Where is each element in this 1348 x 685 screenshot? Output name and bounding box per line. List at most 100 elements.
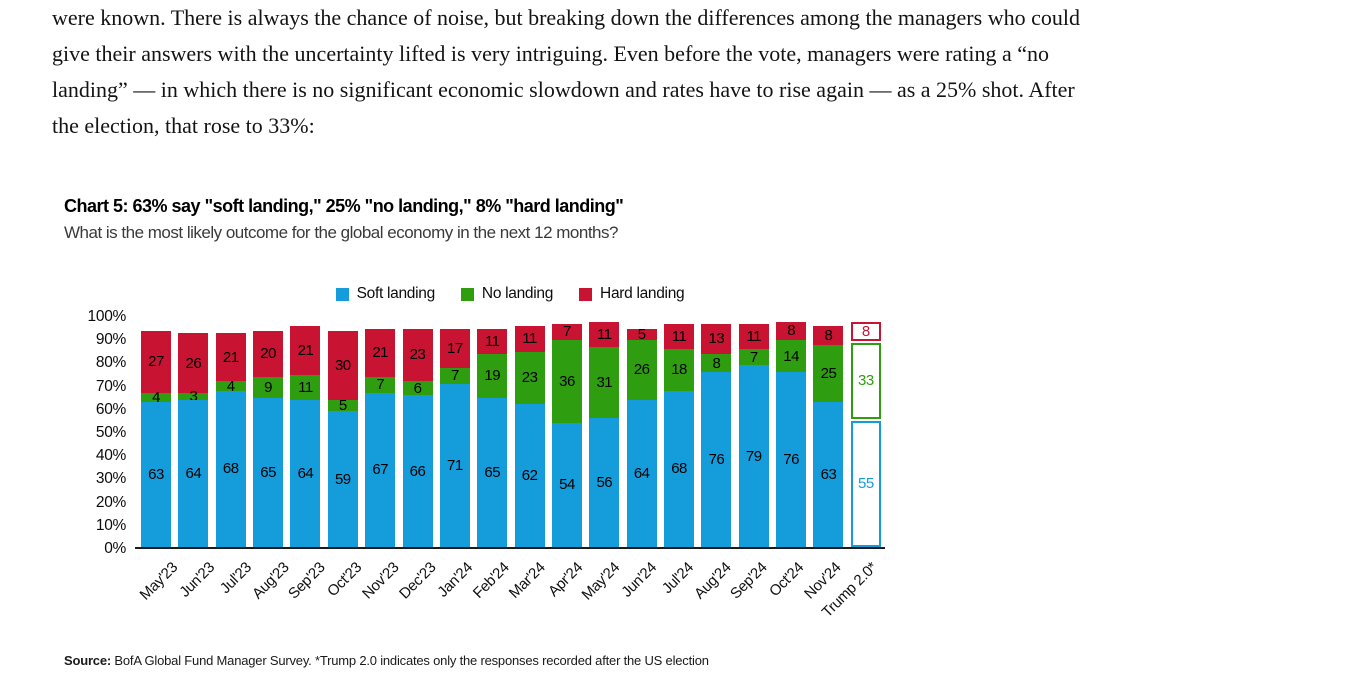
segment-value-label: 17 <box>447 339 463 357</box>
x-axis-label: Feb'24 <box>470 559 514 602</box>
x-axis-label: Jun'24 <box>618 559 661 601</box>
segment-hard-landing: 13 <box>701 323 732 354</box>
intro-line: were known. There is always the chance o… <box>52 5 1080 30</box>
segment-soft-landing: 62 <box>514 404 545 547</box>
segment-soft-landing: 66 <box>402 395 433 547</box>
segment-value-label: 54 <box>559 476 575 494</box>
source-label: Source: <box>64 653 112 668</box>
segment-value-label: 7 <box>563 323 571 341</box>
intro-line: the election, that rose to 33%: <box>52 113 315 138</box>
segment-hard-landing: 26 <box>178 333 209 393</box>
legend-item-soft-landing: Soft landing <box>335 285 435 303</box>
segment-value-label: 68 <box>222 460 239 478</box>
segment-no-landing: 36 <box>551 340 582 423</box>
legend-swatch <box>460 287 474 301</box>
segment-value-label: 63 <box>148 466 164 484</box>
segment-hard-landing: 17 <box>439 328 470 368</box>
segment-value-label: 62 <box>521 467 538 485</box>
segment-value-label: 21 <box>297 341 314 359</box>
segment-value-label: 23 <box>521 369 538 387</box>
segment-soft-landing: 63 <box>813 402 844 547</box>
segment-no-landing: 18 <box>664 349 695 391</box>
segment-value-label: 5 <box>637 325 646 343</box>
segment-no-landing: 23 <box>514 351 545 405</box>
bar-jun-23: 26 3 64 <box>178 333 209 547</box>
bar-jan-24: 17 7 71 <box>439 328 470 547</box>
segment-soft-landing: 76 <box>776 372 807 547</box>
legend-label: No landing <box>481 285 554 302</box>
segment-no-landing: 3 <box>178 389 209 404</box>
bar-dec-23: 23 6 66 <box>402 328 433 547</box>
segment-hard-landing: 21 <box>365 328 396 377</box>
segment-value-label: 5 <box>338 397 347 415</box>
x-axis-label: Dec'23 <box>395 559 440 603</box>
segment-soft-landing: 63 <box>141 402 171 547</box>
legend-item-no-landing: No landing <box>460 285 554 303</box>
segment-value-label: 23 <box>409 346 426 364</box>
segment-no-landing: 25 <box>813 344 844 403</box>
x-axis-label: Jun'23 <box>176 559 219 601</box>
x-axis-label: May'23 <box>136 559 182 604</box>
segment-value-label: 59 <box>334 470 351 488</box>
segment-soft-landing: 68 <box>215 390 246 547</box>
bar-aug-23: 20 9 65 <box>253 330 284 547</box>
bar-mar-24: 11 23 62 <box>514 326 545 547</box>
intro-line: give their answers with the uncertainty … <box>52 41 1049 66</box>
segment-soft-landing: 67 <box>365 392 396 547</box>
plot-area: 27 4 63 26 3 64 21 4 68 20 9 65 21 11 64 30 5 59 21 7 67 23 6 6… <box>135 317 885 549</box>
segment-no-landing: 19 <box>477 353 508 398</box>
segment-no-landing: 11 <box>290 374 321 400</box>
bar-jul-24: 11 18 68 <box>664 323 695 547</box>
segment-soft-landing: 79 <box>738 365 769 547</box>
segment-value-label: 11 <box>746 328 762 346</box>
source-note: Source: BofA Global Fund Manager Survey.… <box>64 653 709 668</box>
segment-hard-landing: 21 <box>215 333 246 382</box>
segment-hard-landing: 11 <box>738 323 769 350</box>
segment-value-label: 66 <box>409 462 426 480</box>
segment-value-label: 11 <box>597 325 612 343</box>
segment-value-label: 56 <box>596 474 613 492</box>
y-axis-label: 80% <box>95 354 126 371</box>
segment-no-landing: 5 <box>327 397 358 415</box>
segment-hard-landing: 11 <box>514 326 545 352</box>
segment-hard-landing: 11 <box>589 321 620 347</box>
segment-no-landing: 7 <box>365 376 396 393</box>
segment-value-label: 19 <box>484 367 501 385</box>
segment-no-landing: 6 <box>402 381 433 396</box>
y-axis-label: 0% <box>104 540 126 557</box>
x-axis-label: Sep'24 <box>726 559 771 603</box>
x-axis-label: May'24 <box>578 559 624 604</box>
segment-value-label: 64 <box>297 464 314 482</box>
segment-value-label: 31 <box>596 374 613 392</box>
segment-soft-landing: 65 <box>253 397 284 547</box>
segment-soft-landing: 64 <box>626 399 657 547</box>
segment-value-label: 9 <box>264 378 272 396</box>
legend-label: Hard landing <box>600 285 685 302</box>
segment-soft-landing: 64 <box>178 399 209 547</box>
segment-value-label: 63 <box>820 466 837 484</box>
bar-oct-24: 8 14 76 <box>776 321 807 547</box>
segment-hard-landing: 8 <box>850 322 881 341</box>
segment-value-label: 21 <box>372 344 388 362</box>
segment-no-landing: 33 <box>850 342 881 419</box>
segment-value-label: 25 <box>820 364 837 382</box>
x-axis-label: Aug'24 <box>690 559 735 603</box>
chart-subtitle: What is the most likely outcome for the … <box>64 223 618 242</box>
segment-hard-landing: 5 <box>626 325 657 343</box>
segment-soft-landing: 55 <box>850 420 881 547</box>
segment-value-label: 18 <box>671 361 687 379</box>
segment-value-label: 8 <box>824 326 833 344</box>
segment-value-label: 55 <box>857 475 874 493</box>
bar-feb-24: 11 19 65 <box>477 328 508 547</box>
bar-jun-24: 5 26 64 <box>626 325 657 547</box>
bar-jul-23: 21 4 68 <box>215 333 246 547</box>
segment-hard-landing: 8 <box>776 321 807 341</box>
segment-no-landing: 4 <box>141 390 171 405</box>
segment-value-label: 79 <box>745 447 762 465</box>
segment-no-landing: 4 <box>215 379 246 394</box>
x-axis-label: Oct'23 <box>323 559 366 601</box>
segment-soft-landing: 65 <box>477 397 508 547</box>
y-axis-label: 30% <box>95 470 126 487</box>
source-text: BofA Global Fund Manager Survey. *Trump … <box>111 653 709 668</box>
x-axis-label: Sep'23 <box>284 559 329 603</box>
